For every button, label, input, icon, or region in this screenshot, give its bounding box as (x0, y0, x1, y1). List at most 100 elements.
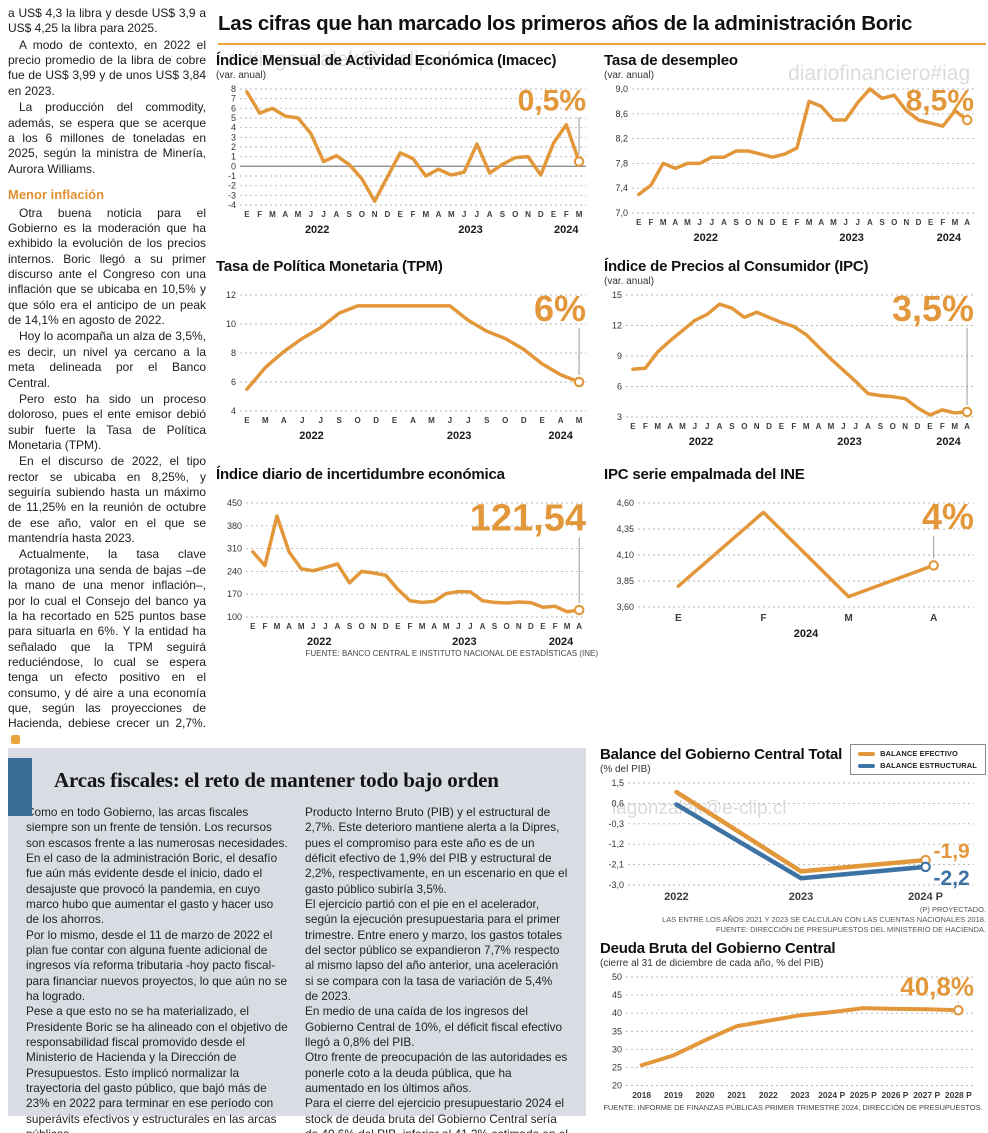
svg-text:E: E (244, 210, 250, 219)
svg-text:J: J (321, 210, 325, 219)
svg-text:F: F (262, 622, 267, 631)
svg-text:-3: -3 (228, 191, 236, 201)
svg-text:2019: 2019 (664, 1090, 683, 1100)
svg-text:J: J (697, 218, 701, 227)
svg-text:4,10: 4,10 (616, 550, 634, 560)
svg-text:A: A (865, 422, 871, 431)
svg-text:D: D (385, 210, 391, 219)
svg-text:6: 6 (617, 382, 622, 392)
svg-text:M: M (576, 210, 583, 219)
svg-text:M: M (803, 422, 810, 431)
svg-text:2018: 2018 (632, 1090, 651, 1100)
svg-text:N: N (372, 210, 378, 219)
svg-text:A: A (410, 416, 416, 425)
svg-text:M: M (654, 422, 661, 431)
svg-text:O: O (504, 622, 510, 631)
svg-text:O: O (355, 416, 361, 425)
svg-text:J: J (309, 210, 313, 219)
svg-text:12: 12 (226, 290, 236, 300)
svg-text:N: N (371, 622, 377, 631)
svg-text:15: 15 (612, 290, 622, 300)
article-paragraph: Hoy lo acompaña un alza de 3,5%, es deci… (8, 329, 206, 390)
svg-text:M: M (419, 622, 426, 631)
chart-block-ipc-ine: IPC serie empalmada del INE 4,60 4,35 4,10… (604, 466, 986, 639)
svg-text:0,5%: 0,5% (518, 85, 586, 118)
svg-text:-2,2: -2,2 (934, 867, 970, 890)
chart-block-tpm: Tasa de Política Monetaria (TPM) 12 10 8 6 4… (216, 258, 598, 441)
end-of-article-icon (11, 734, 20, 744)
svg-text:J: J (468, 622, 472, 631)
svg-text:3: 3 (617, 412, 622, 422)
chart-canvas-ipc-ine: 4,60 4,35 4,10 3,85 3,60 E F M A 2024 4% (604, 497, 986, 639)
svg-text:D: D (373, 416, 379, 425)
svg-text:J: J (693, 422, 697, 431)
svg-text:S: S (346, 210, 352, 219)
svg-text:J: J (300, 416, 304, 425)
svg-text:E: E (392, 416, 398, 425)
svg-text:2022: 2022 (307, 636, 331, 647)
svg-text:2: 2 (231, 142, 236, 152)
svg-text:A: A (721, 218, 727, 227)
svg-text:2021: 2021 (727, 1090, 746, 1100)
svg-text:N: N (758, 218, 764, 227)
svg-text:2025 P: 2025 P (850, 1090, 877, 1100)
svg-text:M: M (422, 210, 429, 219)
svg-text:40,8%: 40,8% (900, 972, 974, 1002)
svg-text:F: F (794, 218, 799, 227)
svg-text:2024: 2024 (548, 430, 573, 441)
svg-text:M: M (448, 210, 455, 219)
svg-text:2022: 2022 (299, 430, 323, 441)
svg-text:2026 P: 2026 P (882, 1090, 909, 1100)
svg-text:D: D (538, 210, 544, 219)
svg-text:-0,3: -0,3 (608, 819, 624, 829)
svg-text:S: S (492, 622, 498, 631)
svg-text:M: M (443, 622, 450, 631)
svg-text:J: J (475, 210, 479, 219)
svg-text:0,6: 0,6 (611, 799, 624, 809)
svg-text:E: E (928, 218, 934, 227)
svg-text:4: 4 (231, 406, 236, 416)
svg-text:7,0: 7,0 (615, 208, 628, 218)
svg-text:F: F (643, 422, 648, 431)
svg-text:F: F (257, 210, 262, 219)
svg-text:M: M (679, 422, 686, 431)
svg-text:E: E (779, 422, 785, 431)
svg-text:E: E (675, 613, 682, 624)
chart-notes: (P) PROYECTADO. LAS ENTRE LOS AÑOS 2021 … (600, 905, 986, 934)
svg-text:0: 0 (231, 162, 236, 172)
svg-text:E: E (398, 210, 404, 219)
svg-text:S: S (879, 218, 885, 227)
chart-subtitle: (var. anual) (604, 70, 655, 82)
svg-text:8: 8 (231, 84, 236, 94)
chart-canvas-balance: 1,5 0,6 -0,3 -1,2 -2,1 -3,0 2022 2023 2024 P -1,9… (600, 777, 986, 903)
svg-text:M: M (269, 210, 276, 219)
svg-text:4,60: 4,60 (616, 498, 634, 508)
svg-text:-2: -2 (228, 181, 236, 191)
svg-text:E: E (630, 422, 636, 431)
svg-text:N: N (754, 422, 760, 431)
svg-text:-2,1: -2,1 (608, 860, 624, 870)
svg-text:S: S (729, 422, 735, 431)
svg-text:2024: 2024 (937, 232, 962, 243)
svg-text:6: 6 (231, 377, 236, 387)
svg-text:O: O (358, 622, 364, 631)
svg-text:A: A (431, 622, 437, 631)
article-paragraph: En el discurso de 2022, el tipo rector s… (8, 454, 206, 546)
svg-text:O: O (890, 422, 896, 431)
svg-text:D: D (915, 422, 921, 431)
fiscal-accent-bar (8, 758, 32, 816)
svg-text:A: A (335, 622, 341, 631)
chart-source: FUENTE: INFORME DE FINANZAS PÚBLICAS PRI… (603, 1103, 983, 1113)
svg-text:M: M (806, 218, 813, 227)
svg-text:D: D (383, 622, 389, 631)
svg-text:6%: 6% (534, 289, 586, 329)
svg-text:A: A (558, 416, 564, 425)
svg-text:8: 8 (231, 348, 236, 358)
chart-title: IPC serie empalmada del INE (604, 466, 805, 483)
legend-swatch-efectivo (858, 751, 876, 756)
article-paragraph: Actualmente, la tasa clave protagoniza u… (8, 547, 206, 747)
legend-item: BALANCE ESTRUCTURAL (858, 761, 977, 770)
svg-text:2022: 2022 (664, 891, 688, 903)
svg-text:3,5%: 3,5% (892, 289, 974, 329)
svg-text:S: S (484, 416, 490, 425)
